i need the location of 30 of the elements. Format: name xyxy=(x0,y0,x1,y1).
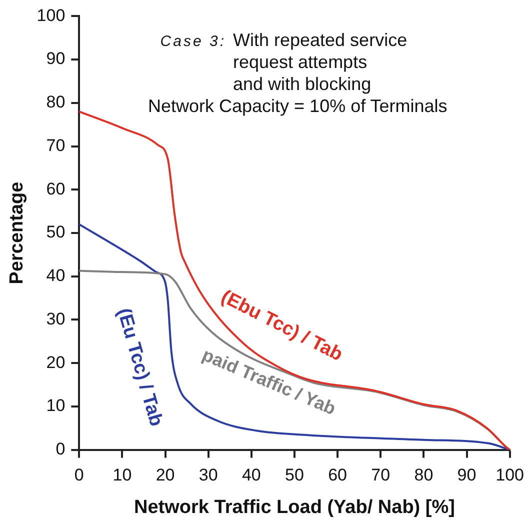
x-tick-label: 80 xyxy=(414,466,434,485)
x-tick-label: 50 xyxy=(285,466,304,485)
y-tick-label: 0 xyxy=(56,439,66,458)
x-tick-label: 10 xyxy=(112,466,132,485)
annotation: Network Capacity = 10% of Terminals xyxy=(148,96,448,116)
x-tick-label: 20 xyxy=(156,466,175,485)
y-axis-title: Percentage xyxy=(6,182,28,284)
y-tick-label: 30 xyxy=(46,309,66,328)
x-tick-label: 60 xyxy=(328,466,348,485)
annotation: request attempts xyxy=(233,52,368,72)
x-tick-label: 0 xyxy=(74,466,84,485)
annotation: and with blocking xyxy=(233,74,372,94)
x-axis-title: Network Traffic Load (Yab/ Nab) [%] xyxy=(134,496,455,518)
x-tick-label: 90 xyxy=(457,466,476,485)
text: (Eu Tcc) / Tab xyxy=(112,306,167,429)
annotation: With repeated service xyxy=(233,30,408,50)
y-tick-label: 70 xyxy=(46,136,66,155)
y-tick-label: 90 xyxy=(46,49,66,68)
y-tick-label: 100 xyxy=(36,6,66,25)
x-tick-label: 70 xyxy=(371,466,390,485)
y-tick-label: 60 xyxy=(46,179,66,198)
y-tick-label: 50 xyxy=(46,222,66,242)
y-tick-label: 10 xyxy=(46,396,66,416)
x-tick-label: 30 xyxy=(198,466,218,485)
x-tick-label: 40 xyxy=(242,466,261,485)
y-tick-label: 80 xyxy=(46,92,66,112)
y-tick-label: 40 xyxy=(46,266,66,286)
y-tick-label: 20 xyxy=(46,352,66,372)
x-tick-label: 100 xyxy=(496,466,524,485)
annotation: Case 3: xyxy=(160,33,226,50)
